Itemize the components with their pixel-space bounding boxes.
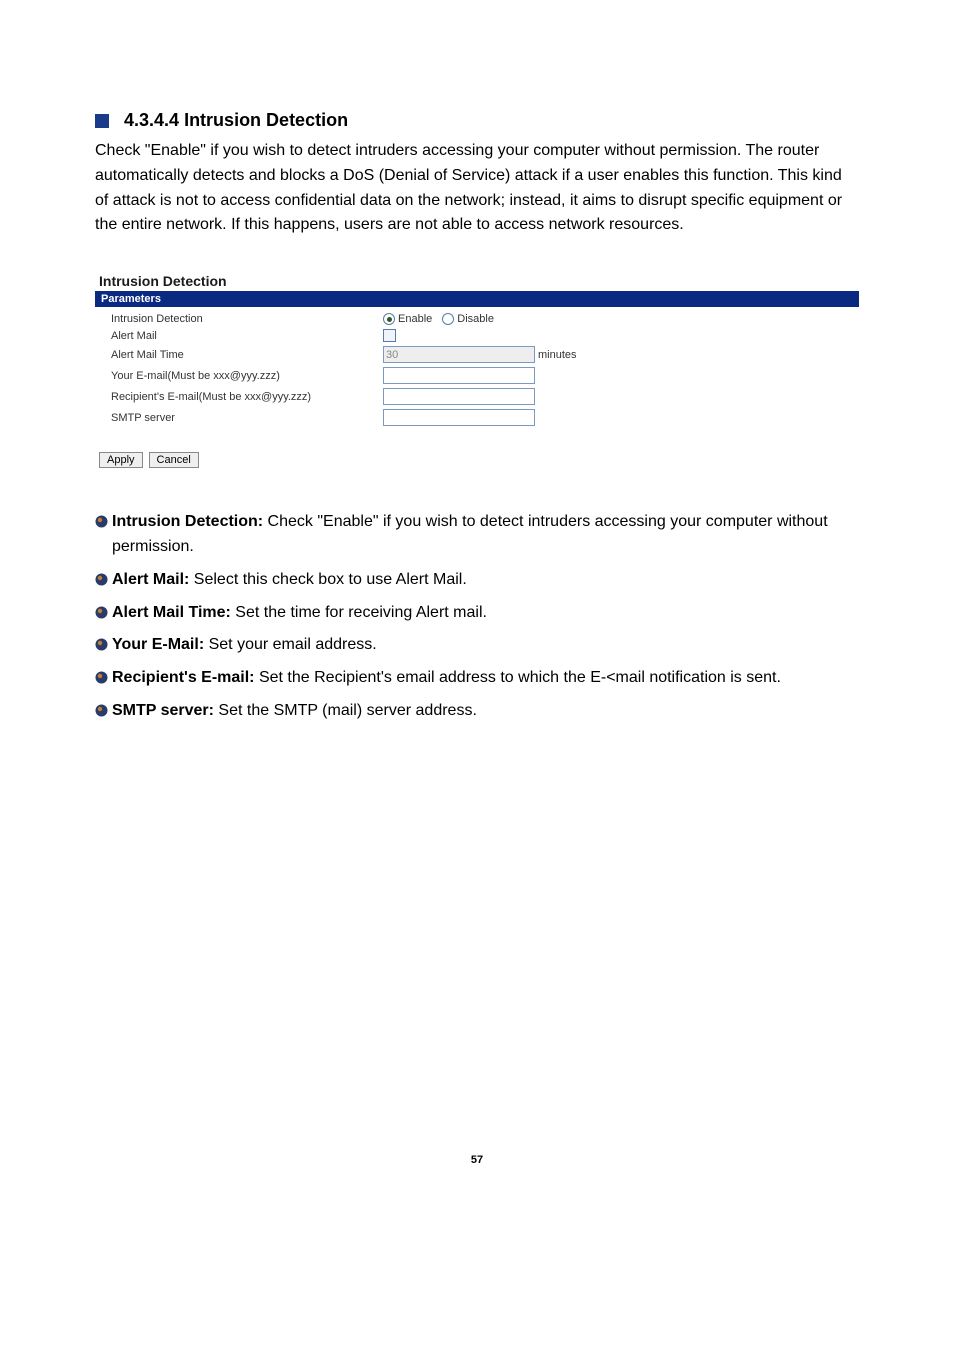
input-alert-mail-time[interactable] <box>383 346 535 363</box>
page-number: 57 <box>95 1154 859 1166</box>
desc-your-email: Your E-Mail: Set your email address. <box>95 633 859 658</box>
desc-recipient-email: Recipient's E-mail: Set the Recipient's … <box>95 666 859 691</box>
label-recipient-email: Recipient's E-mail(Must be xxx@yyy.zzz) <box>95 391 383 403</box>
desc-label: SMTP server: <box>112 702 214 719</box>
radio-enable-label: Enable <box>398 313 432 325</box>
row-alert-mail-time: Alert Mail Time minutes <box>95 344 859 365</box>
parameters-header-bar: Parameters <box>95 291 859 307</box>
desc-text: Set the time for receiving Alert mail. <box>231 604 487 621</box>
desc-label: Your E-Mail: <box>112 636 204 653</box>
desc-alert-mail-time: Alert Mail Time: Set the time for receiv… <box>95 601 859 626</box>
sphere-bullet-icon <box>95 573 108 586</box>
desc-intrusion-detection: Intrusion Detection: Check "Enable" if y… <box>95 510 859 560</box>
row-smtp-server: SMTP server <box>95 407 859 428</box>
desc-label: Alert Mail: <box>112 571 189 588</box>
input-smtp-server[interactable] <box>383 409 535 426</box>
desc-text: Set the Recipient's email address to whi… <box>255 669 781 686</box>
label-your-email: Your E-mail(Must be xxx@yyy.zzz) <box>95 370 383 382</box>
buttons-row: Apply Cancel <box>95 452 859 468</box>
desc-label: Alert Mail Time: <box>112 604 231 621</box>
input-recipient-email[interactable] <box>383 388 535 405</box>
desc-smtp-server: SMTP server: Set the SMTP (mail) server … <box>95 699 859 724</box>
apply-button[interactable]: Apply <box>99 452 143 468</box>
label-alert-mail: Alert Mail <box>95 330 383 342</box>
unit-minutes: minutes <box>538 349 577 361</box>
section-name: Intrusion Detection <box>184 110 348 130</box>
sphere-bullet-icon <box>95 638 108 651</box>
label-smtp-server: SMTP server <box>95 412 383 424</box>
panel-title: Intrusion Detection <box>99 273 859 289</box>
desc-text: Set the SMTP (mail) server address. <box>214 702 477 719</box>
sphere-bullet-icon <box>95 704 108 717</box>
row-recipient-email: Recipient's E-mail(Must be xxx@yyy.zzz) <box>95 386 859 407</box>
section-number: 4.3.4.4 <box>124 110 179 130</box>
row-intrusion-detection: Intrusion Detection Enable Disable <box>95 311 859 327</box>
cancel-button[interactable]: Cancel <box>149 452 199 468</box>
desc-alert-mail: Alert Mail: Select this check box to use… <box>95 568 859 593</box>
label-intrusion-detection: Intrusion Detection <box>95 313 383 325</box>
sphere-bullet-icon <box>95 606 108 619</box>
sphere-bullet-icon <box>95 515 108 528</box>
desc-label: Intrusion Detection: <box>112 513 263 530</box>
intro-paragraph: Check "Enable" if you wish to detect int… <box>95 139 859 238</box>
radio-enable[interactable] <box>383 313 395 325</box>
section-title: 4.3.4.4 Intrusion Detection <box>124 110 348 131</box>
radio-disable-label: Disable <box>457 313 494 325</box>
row-your-email: Your E-mail(Must be xxx@yyy.zzz) <box>95 365 859 386</box>
form-area: Intrusion Detection Enable Disable Alert… <box>95 307 859 434</box>
label-alert-mail-time: Alert Mail Time <box>95 349 383 361</box>
sphere-bullet-icon <box>95 671 108 684</box>
desc-text: Set your email address. <box>204 636 377 653</box>
checkbox-alert-mail[interactable] <box>383 329 396 342</box>
radio-group-intrusion: Enable Disable <box>383 313 494 325</box>
row-alert-mail: Alert Mail <box>95 327 859 344</box>
descriptions-block: Intrusion Detection: Check "Enable" if y… <box>95 510 859 724</box>
section-bullet-square <box>95 114 109 128</box>
desc-text: Select this check box to use Alert Mail. <box>189 571 466 588</box>
input-your-email[interactable] <box>383 367 535 384</box>
desc-label: Recipient's E-mail: <box>112 669 255 686</box>
radio-disable[interactable] <box>442 313 454 325</box>
settings-panel: Intrusion Detection Parameters Intrusion… <box>95 273 859 468</box>
